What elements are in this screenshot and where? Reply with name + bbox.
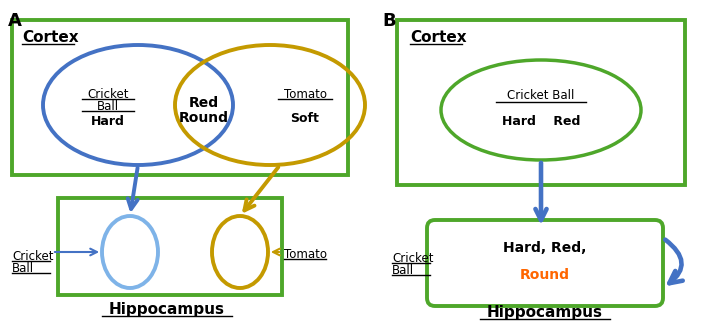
- FancyArrowPatch shape: [665, 240, 683, 283]
- Text: Hard    Red: Hard Red: [502, 115, 580, 128]
- Ellipse shape: [212, 216, 268, 288]
- Text: Soft: Soft: [291, 112, 320, 125]
- Text: B: B: [382, 12, 396, 30]
- Text: Cricket: Cricket: [87, 88, 129, 101]
- Text: Ball: Ball: [392, 264, 414, 277]
- Text: Hippocampus: Hippocampus: [109, 302, 225, 317]
- Text: Cricket: Cricket: [12, 250, 54, 263]
- Bar: [397, 20, 685, 185]
- Text: A: A: [8, 12, 22, 30]
- Bar: [58, 198, 282, 295]
- Text: Round: Round: [520, 268, 570, 282]
- Text: Tomato: Tomato: [284, 248, 327, 261]
- Text: Ball: Ball: [97, 100, 119, 113]
- Text: Hard: Hard: [91, 115, 125, 128]
- Text: Round: Round: [179, 111, 229, 125]
- Text: Hippocampus: Hippocampus: [487, 305, 603, 320]
- Text: Cricket Ball: Cricket Ball: [508, 89, 574, 102]
- Text: Red: Red: [189, 96, 219, 110]
- Bar: [12, 20, 348, 175]
- Text: Cortex: Cortex: [410, 30, 467, 45]
- Text: Ball: Ball: [12, 262, 34, 275]
- Text: Tomato: Tomato: [284, 88, 327, 101]
- Ellipse shape: [102, 216, 158, 288]
- Text: Cortex: Cortex: [22, 30, 79, 45]
- Text: Hard, Red,: Hard, Red,: [503, 241, 586, 255]
- Text: Cricket: Cricket: [392, 252, 434, 265]
